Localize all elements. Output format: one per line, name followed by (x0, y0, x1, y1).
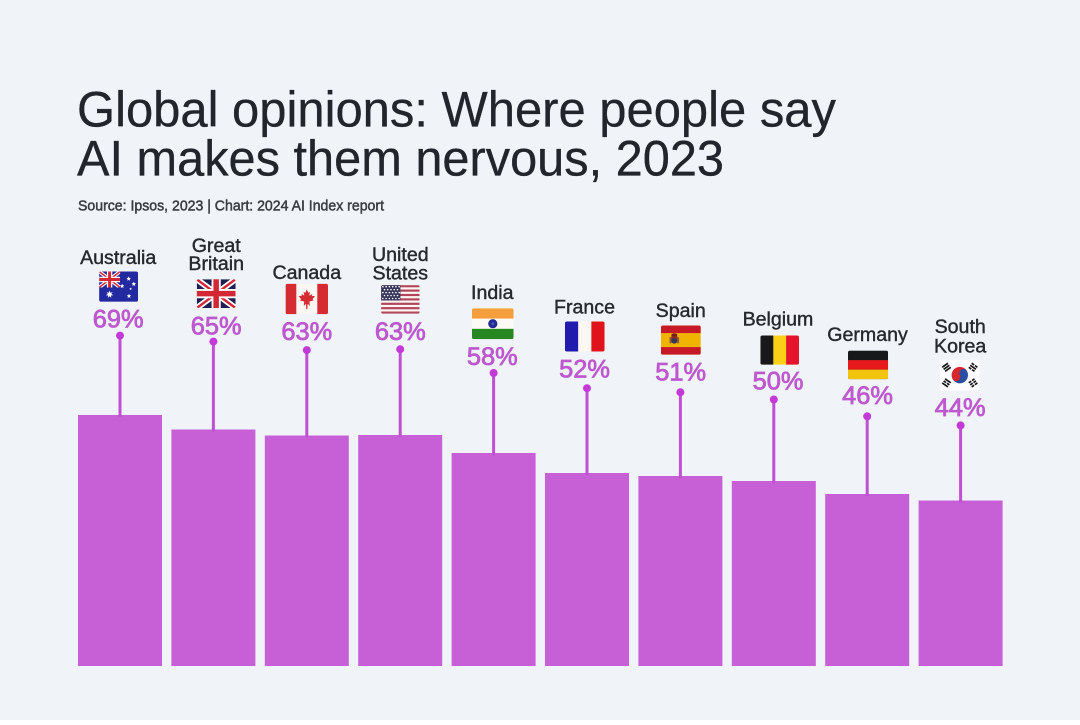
svg-text:58%: 58% (467, 343, 518, 371)
svg-text:69%: 69% (93, 305, 144, 333)
svg-text:Great: Great (192, 235, 242, 257)
svg-text:63%: 63% (375, 318, 426, 346)
svg-text:Spain: Spain (656, 300, 706, 322)
svg-text:Australia: Australia (80, 247, 156, 269)
svg-text:51%: 51% (655, 359, 706, 387)
svg-text:50%: 50% (753, 367, 804, 395)
svg-text:States: States (373, 262, 429, 284)
svg-text:AI makes them nervous, 2023: AI makes them nervous, 2023 (77, 129, 724, 186)
svg-text:44%: 44% (935, 394, 986, 422)
svg-text:Belgium: Belgium (743, 308, 814, 330)
svg-text:65%: 65% (191, 313, 242, 341)
svg-text:United: United (372, 244, 429, 266)
svg-text:Global opinions: Where people: Global opinions: Where people say (77, 80, 837, 137)
svg-text:India: India (471, 282, 514, 304)
svg-text:Britain: Britain (188, 253, 244, 275)
svg-text:52%: 52% (559, 355, 610, 383)
svg-text:South: South (935, 316, 986, 338)
svg-text:Korea: Korea (934, 336, 986, 358)
svg-text:Canada: Canada (272, 262, 341, 284)
svg-text:Germany: Germany (827, 324, 908, 346)
svg-text:46%: 46% (842, 382, 893, 410)
svg-text:Source: Ipsos, 2023 | Chart: 2: Source: Ipsos, 2023 | Chart: 2024 AI Ind… (78, 197, 385, 214)
svg-text:France: France (554, 297, 615, 319)
svg-text:63%: 63% (281, 318, 332, 346)
